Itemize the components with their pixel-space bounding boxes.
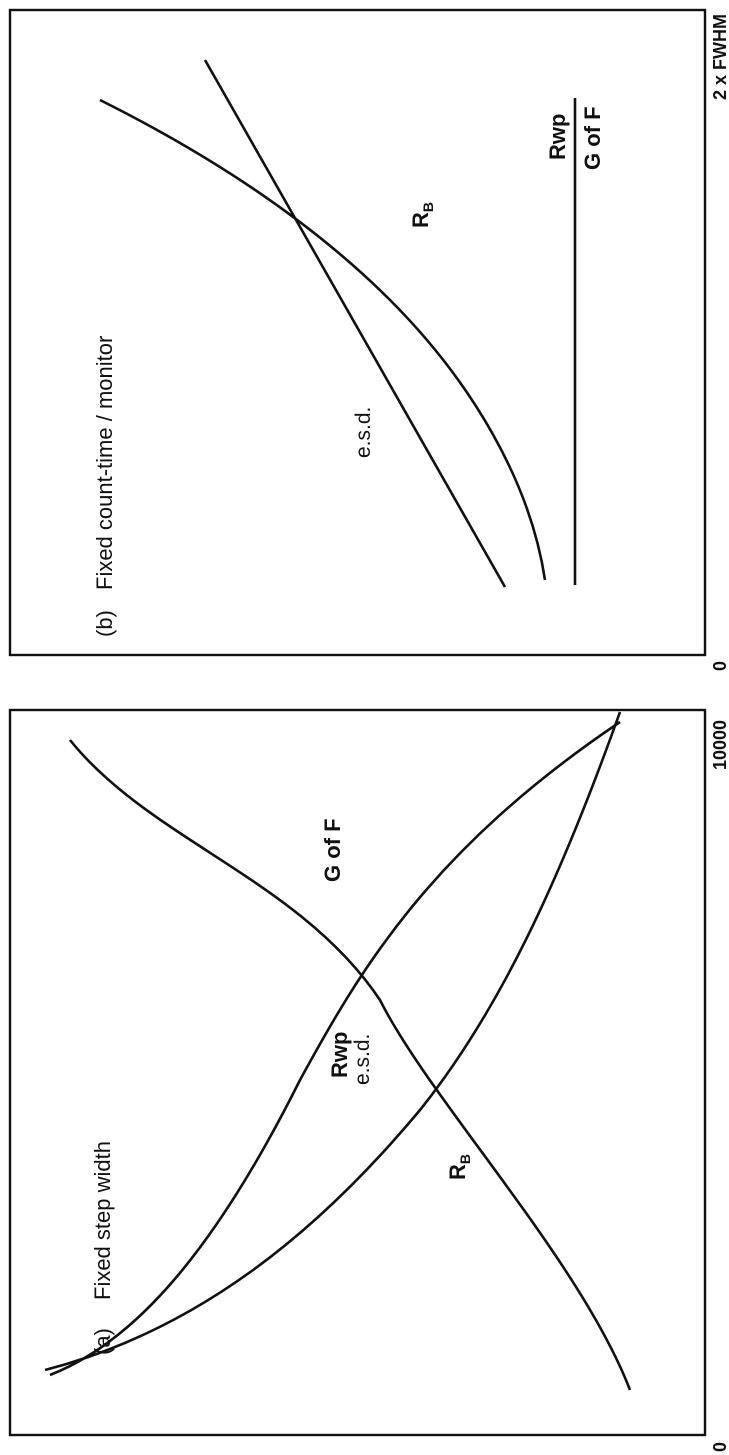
panel-b-esd-label: e.s.d. [352, 407, 375, 458]
panel-a-curve-rb [49, 720, 621, 1377]
panel-b-curve-rb [99, 98, 547, 581]
panel-b-frame [8, 8, 707, 657]
panel-b-title: Fixed count-time / monitor [92, 336, 117, 590]
panel-a-frame [8, 708, 707, 1437]
panel-a-esd-label: e.s.d. [351, 1034, 374, 1085]
panel-b-line-esd [203, 59, 507, 588]
panel-a-gof-label: G of F [320, 818, 345, 882]
panel-a-rwp-label: Rwp [327, 1032, 352, 1078]
panel-a-rb-label: RB [445, 1154, 473, 1180]
panel-a-label: (a) [90, 1328, 115, 1355]
panel-b-tick-end: 2 x FWHM [710, 14, 729, 100]
panel-b-tick-start: 0 [710, 661, 729, 671]
panel-a-curve-rwp-esd [44, 711, 622, 1372]
panel-b-gof-label: G of F [580, 106, 605, 170]
panel-b-label: (b) [92, 610, 117, 637]
panel-a-tick-end: 10000 [710, 720, 729, 770]
panel-b-rwp-label: Rwp [545, 114, 570, 160]
panel-b: (b) Fixed count-time / monitor e.s.d. RB… [8, 8, 729, 671]
panel-b-rb-label: RB [408, 202, 436, 228]
panel-a-title: Fixed step width [90, 1141, 115, 1300]
panel-a-curve-gof [68, 739, 632, 1391]
panel-a: (a) Fixed step width Rwp e.s.d. RB G of … [8, 708, 729, 1452]
panel-a-tick-start: 0 [710, 1442, 729, 1452]
